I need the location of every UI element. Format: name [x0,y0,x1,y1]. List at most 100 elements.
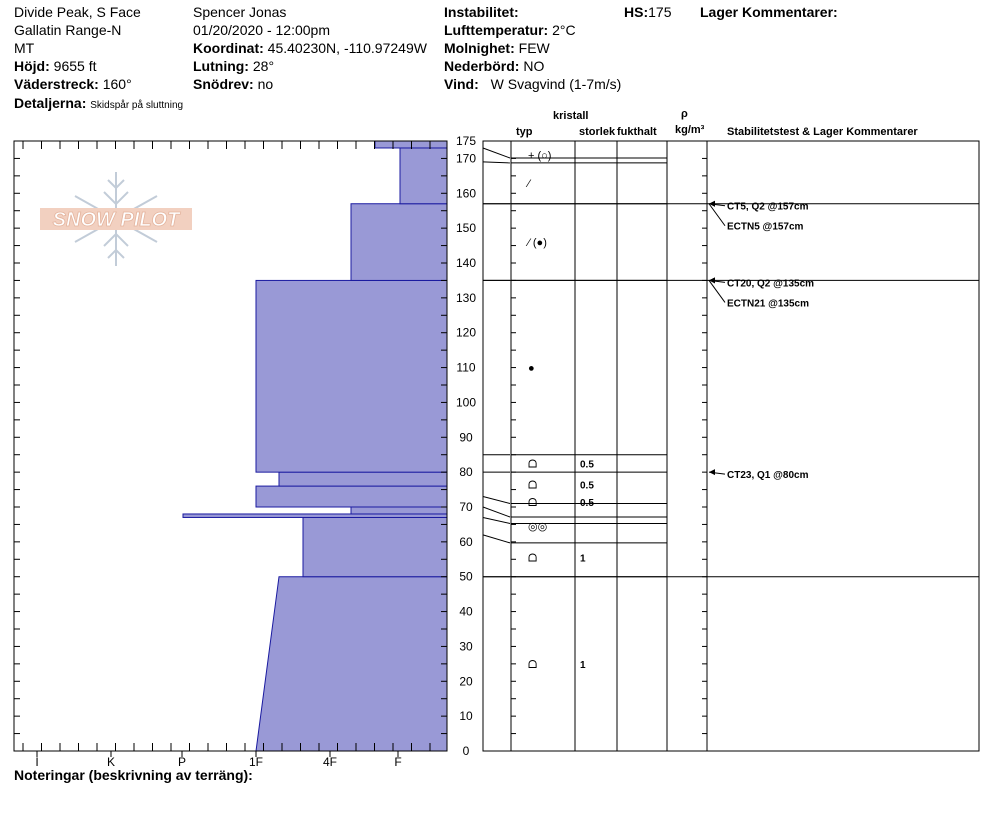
hardness-tick-label: 1F [249,755,263,769]
details-value: Skidspår på sluttning [90,100,184,111]
stability-test-label: CT20, Q2 @135cm [727,278,814,289]
details-row: Detaljerna: Skidspår på sluttning [14,95,183,112]
hardness-bar [278,471,448,487]
col-moisture: fukthalt [617,126,657,138]
sky-value: FEW [518,40,550,56]
crystal-type-symbol: ᗝ [528,497,537,509]
coord-label: Koordinat: [193,40,264,56]
y-tick-label: 170 [456,151,476,165]
precip-row: Nederbörd: NO [444,58,544,74]
wind-row: Vind: W Svagvind (1-7m/s) [444,76,621,92]
y-tick-label: 40 [459,605,473,619]
y-tick-label: 0 [463,744,470,758]
stability-test-label: CT23, Q1 @80cm [727,470,809,481]
crystal-size-value: 1 [580,554,586,565]
y-tick-label: 110 [456,361,475,375]
layer-comments-label: Lager Kommentarer: [700,4,838,20]
location: Divide Peak, S Face [14,4,141,20]
col-rho: ρ [681,108,688,120]
hardness-bar [399,147,448,205]
drift-value: no [257,76,274,92]
crystal-type-symbol: ᗝ [528,479,537,491]
sky-row: Molnighet: FEW [444,40,550,56]
logo-text: SNOW PILOT [53,209,181,231]
wind-value: W Svagvind (1-7m/s) [490,76,622,92]
col-stability: Stabilitetstest & Lager Kommentarer [727,126,918,138]
elevation-value: 9655 ft [53,58,97,74]
y-tick-label: 90 [459,430,473,444]
crystal-type-symbol: ᗝ [528,458,537,470]
col-crystal: kristall [553,110,589,122]
crystal-type-symbol: ᗝ [528,553,537,565]
airtemp-label: Lufttemperatur: [444,22,549,38]
col-type: typ [516,126,533,138]
layer-connector [482,534,511,544]
hardness-bar [182,513,448,518]
y-tick-label: 175 [456,134,476,148]
hs-value: 175 [648,4,672,20]
aspect-label: Väderstreck: [14,76,99,92]
y-tick-label: 100 [456,395,476,409]
hs-label: HS: [624,4,649,20]
slope-row: Lutning: 28° [193,58,274,74]
coord-value: 45.40230N, -110.97249W [267,40,427,56]
stability-test-label: ECTN5 @157cm [727,222,804,233]
crystal-type-symbol: + (○) [528,150,551,162]
datetime: 01/20/2020 - 12:00pm [193,22,330,38]
layer-connector [482,496,511,505]
layer-connector [482,147,511,159]
hardness-bar [255,279,448,473]
crystal-size-value: 0.5 [580,459,594,470]
snowpilot-logo: SNOW PILOT [40,172,192,266]
details-label: Detaljerna: [14,95,87,111]
notes-label: Noteringar (beskrivning av terräng): [14,767,253,783]
y-tick-label: 20 [459,674,473,688]
crystal-type-symbol: ◎◎ [528,521,547,533]
stability-arrowhead [709,277,715,284]
drift-label: Snödrev: [193,76,254,92]
aspect-value: 160° [102,76,132,92]
y-tick-label: 60 [459,535,473,549]
y-tick-label: 30 [459,639,473,653]
hardness-bar [350,506,448,515]
crystal-type-symbol: ● [528,363,535,375]
hs-row: HS:175 [624,4,671,20]
col-density-unit: kg/m³ [675,124,705,136]
instability-label: Instabilitet: [444,4,519,20]
slope-label: Lutning: [193,58,249,74]
precip-label: Nederbörd: [444,58,520,74]
y-tick-label: 10 [459,709,473,723]
y-tick-label: 160 [456,186,476,200]
hardness-bar [255,576,448,752]
plot-frame [13,140,448,752]
y-tick-label: 70 [459,500,473,514]
stability-test-label: CT5, Q2 @157cm [727,202,809,213]
stability-arrow [708,280,726,303]
aspect-row: Väderstreck: 160° [14,76,132,92]
layer-connector [482,516,511,524]
y-tick-label: 140 [456,256,476,270]
hardness-tick-label: I [35,755,38,769]
crystal-size-value: 1 [580,660,586,671]
crystal-type-symbol: ᗝ [528,659,537,671]
stability-test-label: ECTN21 @135cm [727,298,809,309]
precip-value: NO [523,58,545,74]
layer-connector [482,506,511,518]
state: MT [14,40,35,56]
hardness-bar [255,485,448,508]
y-tick-label: 130 [456,291,476,305]
layer-connector [482,161,511,164]
hardness-bar [350,203,448,281]
coord-row: Koordinat: 45.40230N, -110.97249W [193,40,427,56]
observer: Spencer Jonas [193,4,287,20]
hardness-tick-label: 4F [323,755,337,769]
stability-arrowhead [709,200,715,207]
mountain-range: Gallatin Range-N [14,22,122,38]
logo-banner [40,208,192,230]
sky-label: Molnighet: [444,40,515,56]
hardness-tick-label: F [394,755,401,769]
drift-row: Snödrev: no [193,76,273,92]
stability-arrow [708,203,726,227]
airtemp-value: 2°C [552,22,576,38]
y-tick-label: 150 [456,221,476,235]
